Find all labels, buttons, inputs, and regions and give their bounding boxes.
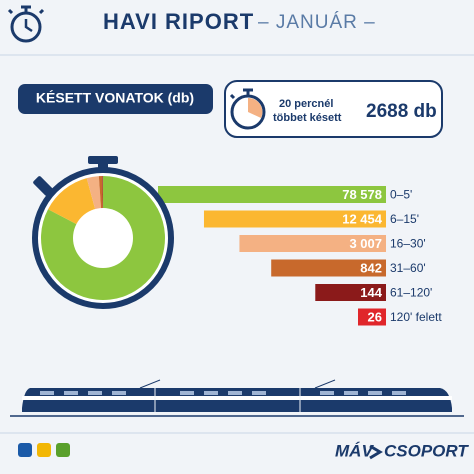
category-label: 61–120' [390, 286, 432, 300]
section-label-box [18, 84, 213, 114]
callout-box [224, 80, 443, 138]
donut-hole [73, 208, 133, 268]
category-label: 120' felett [390, 310, 442, 324]
category-label: 0–5' [390, 188, 412, 202]
value-label: 26 [368, 309, 382, 324]
brand: CSOPORT [384, 441, 469, 460]
category-label: 16–30' [390, 237, 426, 251]
brand: MÁV [335, 441, 374, 460]
brand-mark [369, 444, 383, 460]
callout-text: 20 percnél [279, 98, 333, 110]
subtitle: – JANUÁR – [258, 12, 376, 33]
value-label: 3 007 [349, 236, 382, 251]
bar [203, 210, 386, 228]
bar [158, 186, 386, 203]
bar [239, 235, 386, 252]
value-label: 12 454 [342, 211, 383, 226]
callout-text: többet késett [273, 112, 342, 124]
footer-icons [18, 443, 70, 457]
header-clock-icon [7, 5, 45, 43]
bar [358, 308, 386, 326]
category-label: 6–15' [390, 212, 419, 226]
callout-clock-icon [229, 88, 266, 130]
category-label: 31–60' [390, 261, 426, 275]
value-label: 78 578 [342, 187, 382, 202]
bar [315, 284, 386, 301]
section-label: KÉSETT VONATOK (db) [36, 90, 194, 106]
title: HAVI RIPORT [103, 9, 254, 34]
bar [271, 259, 386, 277]
value-label: 144 [360, 285, 382, 300]
callout-value: 2688 db [366, 101, 437, 122]
value-label: 842 [360, 260, 382, 275]
bars: 78 578 0–5' 12 454 6–15' 3 007 16–30' 842 31–60… [158, 186, 442, 326]
train [10, 379, 464, 417]
